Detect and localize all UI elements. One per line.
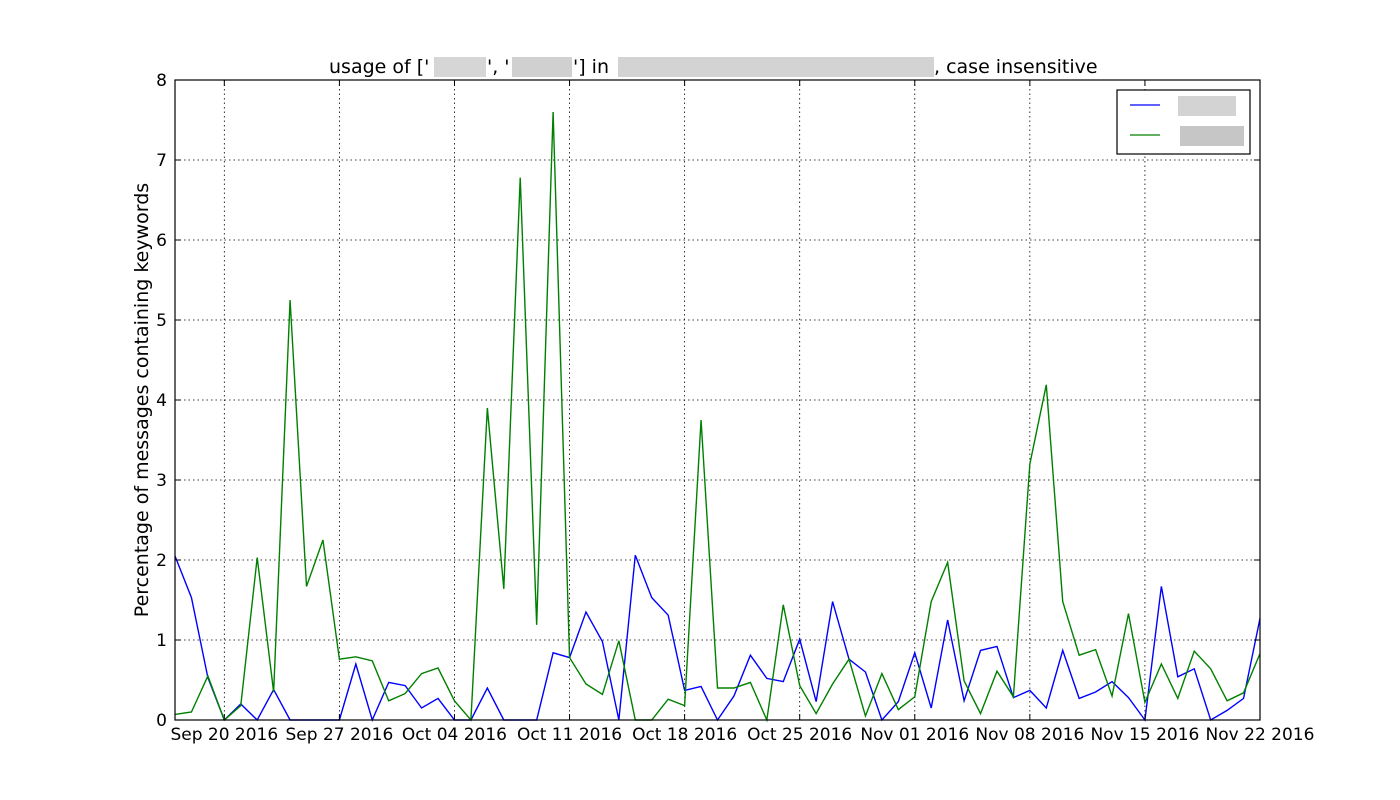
redacted-keyword-2 — [512, 57, 572, 77]
title-separator: ', ' — [487, 56, 510, 78]
y-tick-label: 1 — [156, 631, 167, 651]
legend — [1116, 89, 1251, 155]
x-tick-label: Nov 22 2016 — [1206, 725, 1315, 745]
x-tick-label: Sep 20 2016 — [170, 725, 278, 745]
title-middle: '] in — [573, 56, 615, 78]
y-tick-label: 0 — [156, 711, 167, 731]
y-tick-label: 8 — [156, 71, 167, 91]
x-tick-label: Oct 04 2016 — [402, 725, 507, 745]
y-tick-label: 2 — [156, 551, 167, 571]
title-suffix: , case insensitive — [934, 56, 1098, 78]
series — [174, 111, 1261, 723]
series-line-1 — [174, 554, 1261, 723]
redacted-keyword-1 — [434, 57, 486, 77]
x-tick-label: Oct 25 2016 — [747, 725, 852, 745]
grid — [175, 80, 1260, 720]
x-tick-label: Oct 11 2016 — [517, 725, 622, 745]
y-tick-label: 7 — [156, 151, 167, 171]
y-tick-label: 5 — [156, 311, 167, 331]
legend-redacted-label-1 — [1178, 96, 1236, 116]
chart-title: usage of [' ', ' '] in , case insensitiv… — [329, 56, 1098, 78]
y-tick-label: 4 — [156, 391, 167, 411]
series-line-2 — [174, 111, 1261, 723]
redacted-channel-name — [618, 57, 934, 77]
axis-ticks: 0 1 2 3 4 5 6 7 8 Sep 20 2016 Sep 27 2016 Oct 04 20… — [156, 71, 1314, 745]
y-tick-label: 3 — [156, 471, 167, 491]
x-tick-label: Nov 08 2016 — [975, 725, 1084, 745]
legend-redacted-label-2 — [1180, 126, 1244, 146]
y-tick-label: 6 — [156, 231, 167, 251]
y-axis-label: Percentage of messages containing keywor… — [131, 183, 153, 617]
x-tick-label: Nov 01 2016 — [860, 725, 969, 745]
title-prefix: usage of [' — [329, 56, 429, 78]
x-tick-label: Nov 15 2016 — [1090, 725, 1199, 745]
x-tick-label: Sep 27 2016 — [286, 725, 394, 745]
x-tick-label: Oct 18 2016 — [632, 725, 737, 745]
